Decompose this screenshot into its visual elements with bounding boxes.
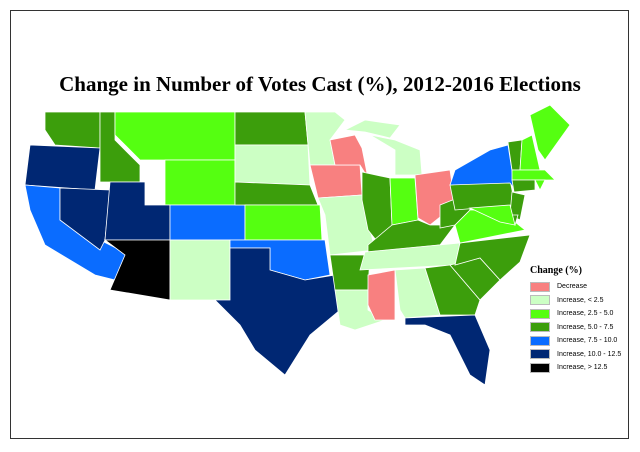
legend-swatch: [530, 322, 550, 333]
state-mo: [317, 194, 376, 256]
legend-title: Change (%): [530, 265, 582, 276]
state-az: [103, 239, 171, 301]
state-ct: [511, 179, 536, 193]
state-mt: [114, 111, 236, 161]
state-co: [169, 204, 246, 241]
map-title: Change in Number of Votes Cast (%), 2012…: [59, 72, 581, 96]
state-mi: [369, 134, 423, 176]
legend: Change (%) Decrease Increase, < 2.5 Increa…: [530, 265, 630, 375]
legend-label: Increase, 2.5 - 5.0: [557, 310, 614, 318]
state-ms: [367, 269, 396, 321]
state-me: [529, 104, 571, 161]
legend-item: Increase, 2.5 - 5.0: [530, 307, 630, 321]
state-nd: [234, 111, 309, 146]
state-nc: [454, 234, 531, 281]
legend-label: Increase, 7.5 - 10.0: [557, 337, 618, 345]
legend-swatch: [530, 295, 550, 306]
state-ia: [309, 164, 363, 199]
legend-item: Decrease: [530, 280, 630, 294]
state-ks: [244, 204, 323, 241]
legend-label: Increase, 5.0 - 7.5: [557, 323, 614, 331]
state-tx: [214, 247, 341, 376]
legend-swatch: [530, 335, 550, 346]
state-wy: [164, 159, 236, 206]
map-frame: [10, 10, 629, 439]
state-ny: [449, 144, 516, 191]
state-or: [24, 144, 101, 191]
legend-swatch: [530, 308, 550, 319]
state-ga: [424, 264, 481, 316]
state-ut: [104, 181, 171, 241]
legend-label: Increase, > 12.5: [557, 364, 608, 372]
state-fl: [404, 314, 491, 386]
state-ma: [511, 169, 556, 181]
state-in: [389, 177, 419, 226]
legend-swatch: [530, 349, 550, 360]
legend-item: Increase, 10.0 - 12.5: [530, 348, 630, 362]
legend-item: Increase, > 12.5: [530, 361, 630, 375]
legend-swatch: [530, 281, 550, 292]
state-md: [468, 204, 516, 226]
legend-item: Increase, < 2.5: [530, 294, 630, 308]
legend-label: Decrease: [557, 283, 587, 291]
legend-item: Increase, 5.0 - 7.5: [530, 321, 630, 335]
legend-label: Increase, < 2.5: [557, 296, 604, 304]
legend-item: Increase, 7.5 - 10.0: [530, 334, 630, 348]
legend-swatch: [530, 362, 550, 373]
state-nv: [59, 187, 111, 251]
state-sd: [234, 144, 311, 186]
state-wa: [44, 111, 101, 149]
legend-label: Increase, 10.0 - 12.5: [557, 350, 622, 358]
state-nm: [169, 239, 231, 301]
state-mi: [343, 119, 401, 139]
state-ne: [234, 181, 319, 206]
state-ri: [534, 179, 546, 191]
